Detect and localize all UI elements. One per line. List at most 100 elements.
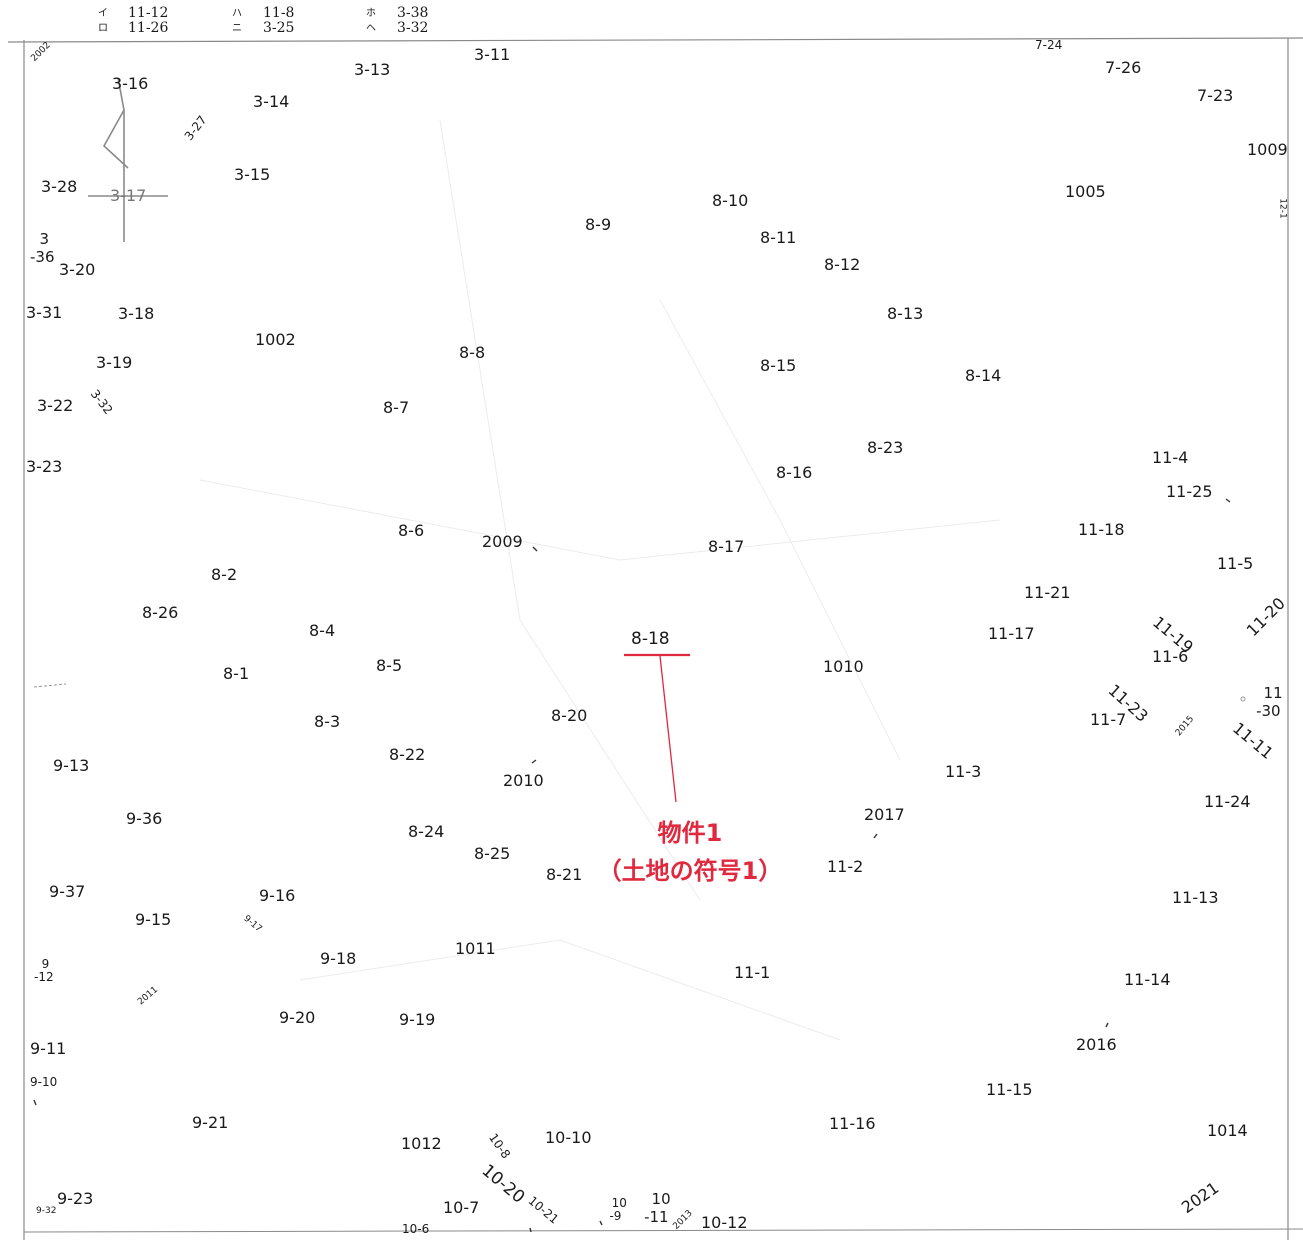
parcel-label: 1009 <box>1247 140 1288 159</box>
parcel-label: 8-14 <box>965 366 1002 385</box>
subject-callout: 物件1 （土地の符号1） <box>595 814 785 890</box>
parcel-label: 3-31 <box>26 303 63 322</box>
parcel-label: 8-4 <box>309 621 336 640</box>
parcel-label: 3-22 <box>37 396 74 415</box>
parcel-label: 3-15 <box>234 165 271 184</box>
parcel-label: 10 -9 <box>609 1196 627 1223</box>
parcel-label: 1002 <box>255 330 296 349</box>
parcel-label: 10-12 <box>701 1213 748 1232</box>
parcel-label: 9-18 <box>320 949 357 968</box>
parcel-label-split: 3 -36 <box>30 212 55 266</box>
parcel-label: 8-21 <box>546 865 583 884</box>
subject-callout-subtitle: （土地の符号1） <box>597 857 783 885</box>
parcel-label: 8-2 <box>211 565 238 584</box>
parcel-label: 2010 <box>503 771 544 790</box>
parcel-label: 3-17 <box>110 186 147 205</box>
parcel-label: 11-13 <box>1172 888 1219 907</box>
parcel-label: 3-16 <box>112 74 149 93</box>
parcel-label: 11-21 <box>1024 583 1071 602</box>
legend-values-1: 11-12 11-26 <box>128 5 169 36</box>
parcel-label: 9-10 <box>30 1075 58 1089</box>
parcel-label: 11-6 <box>1152 647 1189 666</box>
parcel-label: 8-26 <box>142 603 179 622</box>
parcel-label: 8-10 <box>712 191 749 210</box>
parcel-label: 7-26 <box>1105 58 1142 77</box>
parcel-label: 11-14 <box>1124 970 1171 989</box>
parcel-label: 1010 <box>823 657 864 676</box>
parcel-label: 8-25 <box>474 844 511 863</box>
parcel-label: 10-10 <box>545 1128 592 1147</box>
parcel-label: 8-1 <box>223 664 250 683</box>
parcel-label: 2017 <box>864 805 905 824</box>
parcel-label: 9-11 <box>30 1039 67 1058</box>
parcel-label: 3 -36 <box>30 230 55 266</box>
legend-marks-3: ホ ヘ <box>366 8 376 34</box>
parcel-label: 9 -12 <box>34 957 54 984</box>
parcel-label: 11 -30 <box>1256 684 1283 720</box>
parcel-label: 11-1 <box>734 963 771 982</box>
parcel-label: 9-16 <box>259 886 296 905</box>
parcel-label: 9-19 <box>399 1010 436 1029</box>
parcel-label: 11-25 <box>1166 482 1213 501</box>
legend-values-3: 3-38 3-32 <box>397 5 429 36</box>
north-arrow-sketch <box>88 77 168 242</box>
parcel-label: 8-8 <box>459 343 486 362</box>
parcel-label: 2009 <box>482 532 523 551</box>
parcel-label: 1012 <box>401 1134 442 1153</box>
parcel-label-split: 11 -30 <box>1254 666 1283 720</box>
legend-marks-1: イ ロ <box>98 8 108 34</box>
parcel-label: 9-23 <box>57 1189 94 1208</box>
parcel-label: 8-20 <box>551 706 588 725</box>
parcel-label: 3-19 <box>96 353 133 372</box>
parcel-label: 8-15 <box>760 356 797 375</box>
parcel-label: 2016 <box>1076 1035 1117 1054</box>
parcel-label: 1014 <box>1207 1121 1248 1140</box>
parcel-label: 8-22 <box>389 745 426 764</box>
parcel-label: 7-24 <box>1035 38 1063 52</box>
parcel-label: 11-15 <box>986 1080 1033 1099</box>
parcel-label: 10-6 <box>402 1222 430 1236</box>
parcel-label: 11-5 <box>1217 554 1254 573</box>
parcel-label: 7-23 <box>1197 86 1234 105</box>
parcel-label: 8-7 <box>383 398 410 417</box>
parcel-label: 8-6 <box>398 521 425 540</box>
parcel-label: 8-11 <box>760 228 797 247</box>
parcel-label: 3-28 <box>41 177 78 196</box>
parcel-label: 11-18 <box>1078 520 1125 539</box>
parcel-label-split: 10 -9 <box>604 1184 627 1223</box>
legend-marks-2: ハ ニ <box>232 8 242 34</box>
parcel-label: 11-7 <box>1090 710 1127 729</box>
parcel-label: 12-1 <box>1277 198 1288 219</box>
parcel-label: 3-13 <box>354 60 391 79</box>
parcel-label: 9-20 <box>279 1008 316 1027</box>
parcel-label: 9-32 <box>36 1206 57 1216</box>
parcel-label: 11-24 <box>1204 792 1251 811</box>
parcel-label: 11-2 <box>827 857 864 876</box>
parcel-label: 8-13 <box>887 304 924 323</box>
parcel-label: 9-37 <box>49 882 86 901</box>
parcel-label: 8-9 <box>585 215 612 234</box>
parcel-label: 8-5 <box>376 656 403 675</box>
parcel-label: 11-3 <box>945 762 982 781</box>
parcel-label: 9-21 <box>192 1113 229 1132</box>
parcel-label: 9-36 <box>126 809 163 828</box>
parcel-label-split: 9 -12 <box>34 945 54 984</box>
parcel-label: 9-15 <box>135 910 172 929</box>
parcel-label: 9-13 <box>53 756 90 775</box>
subject-callout-title: 物件1 <box>657 819 723 847</box>
parcel-label: 8-17 <box>708 537 745 556</box>
parcel-label: 3-23 <box>26 457 63 476</box>
parcel-label: 3-11 <box>474 45 511 64</box>
parcel-label: 11-16 <box>829 1114 876 1133</box>
parcel-label: 10 -11 <box>644 1190 671 1226</box>
parcel-label: 8-3 <box>314 712 341 731</box>
subject-leader-line <box>659 655 677 803</box>
parcel-label: 3-14 <box>253 92 290 111</box>
parcel-label: 1011 <box>455 939 496 958</box>
parcel-label: 3-18 <box>118 304 155 323</box>
parcel-label: 8-23 <box>867 438 904 457</box>
parcel-label-split: 10 -11 <box>642 1172 671 1226</box>
legend-values-2: 11-8 3-25 <box>263 5 295 36</box>
parcel-label: 10-7 <box>443 1198 480 1217</box>
